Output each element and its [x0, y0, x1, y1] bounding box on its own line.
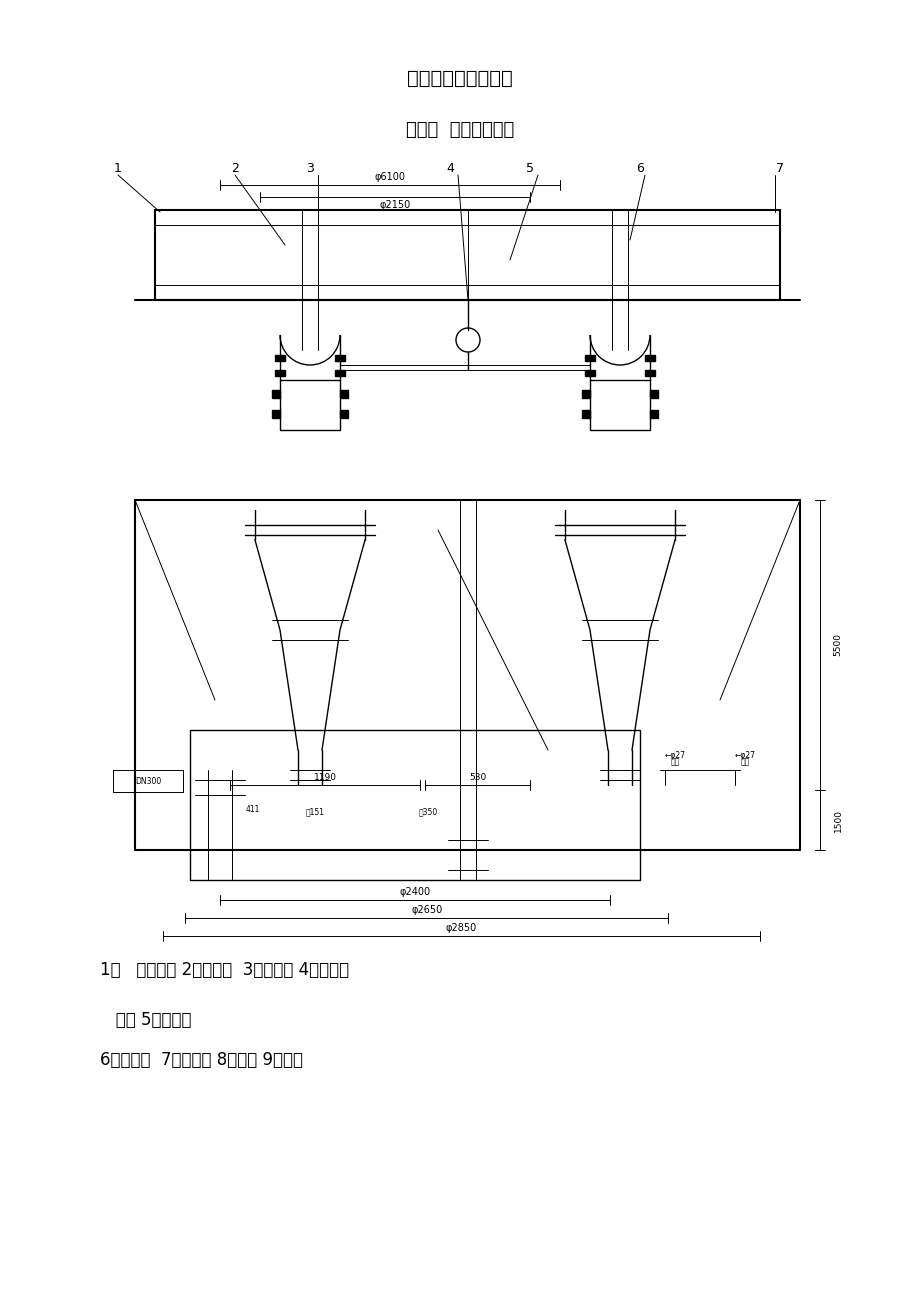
Text: φ2400: φ2400 — [399, 887, 430, 897]
Bar — [644, 370, 654, 376]
Text: φ6100: φ6100 — [374, 172, 405, 182]
Bar — [275, 355, 285, 361]
Bar — [335, 355, 345, 361]
Text: 1190: 1190 — [313, 772, 336, 781]
Text: ←φ27: ←φ27 — [733, 750, 754, 759]
Text: 第一章  设备主要结构: 第一章 设备主要结构 — [405, 121, 514, 139]
Text: φ2850: φ2850 — [445, 923, 476, 934]
Bar — [275, 370, 285, 376]
Text: φ2150: φ2150 — [379, 201, 410, 210]
Text: 2: 2 — [231, 161, 239, 174]
Text: 4: 4 — [446, 161, 453, 174]
Bar — [650, 410, 657, 418]
Bar — [190, 730, 640, 880]
Bar — [340, 410, 347, 418]
Bar — [335, 370, 345, 376]
Text: 411: 411 — [245, 806, 260, 815]
Bar — [272, 391, 279, 398]
Text: 1、   溢流弯头 2、气动阀  3、压力表 4、进料分: 1、 溢流弯头 2、气动阀 3、压力表 4、进料分 — [100, 961, 348, 979]
Text: 1500: 1500 — [833, 809, 842, 832]
Text: DN300: DN300 — [135, 776, 161, 785]
Bar — [340, 391, 347, 398]
Text: 6: 6 — [635, 161, 643, 174]
Bar — [644, 355, 654, 361]
Text: 6、旋流器  7、底流箱 8、护栏 9、扶梯: 6、旋流器 7、底流箱 8、护栏 9、扶梯 — [100, 1051, 302, 1069]
Text: 7: 7 — [775, 161, 783, 174]
Text: 5500: 5500 — [833, 634, 842, 656]
Text: ←φ27: ←φ27 — [664, 750, 685, 759]
Text: 水力旋流器使用规程: 水力旋流器使用规程 — [407, 69, 512, 87]
Text: 圆151: 圆151 — [305, 807, 324, 816]
Text: 圆350: 圆350 — [418, 807, 437, 816]
Text: 3: 3 — [306, 161, 313, 174]
Bar — [582, 391, 589, 398]
Text: φ2650: φ2650 — [411, 905, 442, 915]
Text: 530: 530 — [469, 772, 486, 781]
Bar — [279, 380, 340, 430]
Bar — [584, 370, 595, 376]
Text: 5: 5 — [526, 161, 533, 174]
Bar — [582, 410, 589, 418]
Bar — [589, 380, 650, 430]
Text: 孔组: 孔组 — [670, 758, 679, 767]
Bar — [584, 355, 595, 361]
Bar — [650, 391, 657, 398]
Text: 孔组: 孔组 — [740, 758, 749, 767]
Text: 1: 1 — [114, 161, 122, 174]
Text: 配器 5、溢流箱: 配器 5、溢流箱 — [100, 1010, 191, 1029]
Bar — [272, 410, 279, 418]
